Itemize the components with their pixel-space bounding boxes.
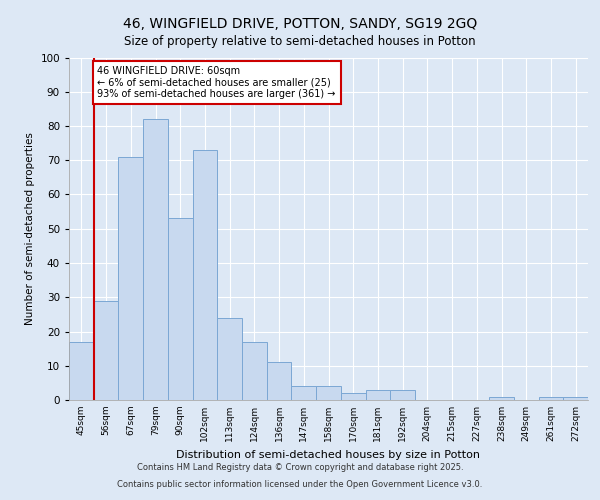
Bar bbox=[390, 390, 415, 400]
Bar bbox=[539, 396, 563, 400]
Text: 46 WINGFIELD DRIVE: 60sqm
← 6% of semi-detached houses are smaller (25)
93% of s: 46 WINGFIELD DRIVE: 60sqm ← 6% of semi-d… bbox=[97, 66, 336, 100]
Bar bbox=[365, 390, 390, 400]
Text: 46, WINGFIELD DRIVE, POTTON, SANDY, SG19 2GQ: 46, WINGFIELD DRIVE, POTTON, SANDY, SG19… bbox=[123, 18, 477, 32]
X-axis label: Distribution of semi-detached houses by size in Potton: Distribution of semi-detached houses by … bbox=[176, 450, 481, 460]
Text: Contains HM Land Registry data © Crown copyright and database right 2025.: Contains HM Land Registry data © Crown c… bbox=[137, 464, 463, 472]
Text: Contains public sector information licensed under the Open Government Licence v3: Contains public sector information licen… bbox=[118, 480, 482, 489]
Bar bbox=[242, 342, 267, 400]
Bar bbox=[292, 386, 316, 400]
Y-axis label: Number of semi-detached properties: Number of semi-detached properties bbox=[25, 132, 35, 325]
Bar bbox=[69, 342, 94, 400]
Bar bbox=[489, 396, 514, 400]
Bar bbox=[193, 150, 217, 400]
Text: Size of property relative to semi-detached houses in Potton: Size of property relative to semi-detach… bbox=[124, 35, 476, 48]
Bar bbox=[168, 218, 193, 400]
Bar bbox=[267, 362, 292, 400]
Bar bbox=[94, 300, 118, 400]
Bar bbox=[341, 393, 365, 400]
Bar bbox=[217, 318, 242, 400]
Bar bbox=[316, 386, 341, 400]
Bar bbox=[563, 396, 588, 400]
Bar bbox=[143, 119, 168, 400]
Bar bbox=[118, 157, 143, 400]
